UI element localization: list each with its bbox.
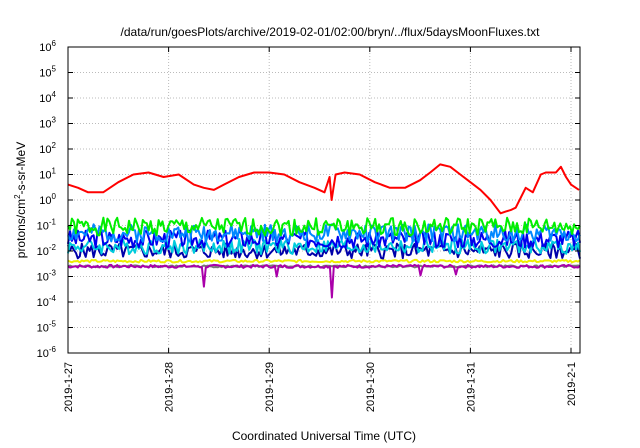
y-tick-exponent: 0 xyxy=(52,192,57,201)
y-tick-base: 10 xyxy=(37,297,49,309)
y-tick-exponent: -1 xyxy=(49,218,57,227)
y-axis: 10610510410310210110010-110-210-310-410-… xyxy=(37,39,580,360)
y-tick-label: 10-3 xyxy=(37,269,57,284)
series-line xyxy=(67,263,581,299)
y-axis-label: protons/cm2-s-sr-MeV xyxy=(13,142,28,258)
series-group xyxy=(67,163,581,299)
y-tick-base: 10 xyxy=(39,195,51,207)
y-tick-base: 10 xyxy=(37,221,49,233)
y-tick-base: 10 xyxy=(39,119,51,131)
y-tick-label: 10-5 xyxy=(37,320,57,335)
y-tick-exponent: -2 xyxy=(49,243,57,252)
series-line xyxy=(67,237,581,256)
y-tick-base: 10 xyxy=(39,93,51,105)
x-tick-label: 2019-1-30 xyxy=(365,362,377,412)
y-tick-label: 102 xyxy=(39,141,56,156)
y-tick-exponent: 3 xyxy=(52,116,57,125)
y-tick-label: 105 xyxy=(39,65,56,80)
y-tick-exponent: 4 xyxy=(52,90,57,99)
y-tick-base: 10 xyxy=(37,272,49,284)
y-tick-exponent: -4 xyxy=(49,294,57,303)
y-tick-base: 10 xyxy=(39,42,51,54)
x-tick-label: 2019-1-29 xyxy=(264,362,276,412)
y-tick-label: 104 xyxy=(39,90,56,105)
y-tick-base: 10 xyxy=(39,144,51,156)
y-tick-exponent: -5 xyxy=(49,320,57,329)
y-tick-exponent: 2 xyxy=(52,141,57,150)
y-tick-base: 10 xyxy=(39,170,51,182)
series-line xyxy=(67,228,581,249)
series-line xyxy=(67,242,581,260)
y-tick-exponent: 5 xyxy=(52,65,57,74)
y-label-part: -s-sr-MeV xyxy=(14,142,28,195)
y-tick-base: 10 xyxy=(37,246,49,258)
x-tick-label: 2019-1-31 xyxy=(465,362,477,412)
x-axis: 2019-1-27 2019-1-28 2019-1-29 2019-1-30 2019… xyxy=(63,47,578,412)
y-tick-label: 101 xyxy=(39,167,56,182)
y-tick-base: 10 xyxy=(37,348,49,360)
y-tick-exponent: 1 xyxy=(52,167,57,176)
series-line xyxy=(67,163,580,215)
x-tick-label: 2019-1-28 xyxy=(164,362,176,412)
chart-title: /data/run/goesPlots/archive/2019-02-01/0… xyxy=(121,25,541,39)
y-tick-exponent: 6 xyxy=(52,39,57,48)
grid-lines xyxy=(68,47,580,353)
y-tick-exponent: -3 xyxy=(49,269,57,278)
y-tick-label: 10-4 xyxy=(37,294,57,309)
x-tick-label: 2019-1-27 xyxy=(63,362,75,412)
series-line xyxy=(67,216,581,237)
x-axis-label: Coordinated Universal Time (UTC) xyxy=(232,429,416,443)
y-tick-label: 10-2 xyxy=(37,243,57,258)
y-tick-label: 106 xyxy=(39,39,56,54)
series-line xyxy=(67,258,581,264)
y-label-part: protons/cm xyxy=(14,199,28,258)
y-label-part: 2 xyxy=(13,194,22,199)
y-tick-label: 10-1 xyxy=(37,218,57,233)
y-tick-label: 100 xyxy=(39,192,56,207)
x-tick-label: 2019-2-1 xyxy=(566,362,578,406)
y-tick-label: 10-6 xyxy=(37,345,57,360)
y-tick-exponent: -6 xyxy=(49,345,57,354)
y-tick-base: 10 xyxy=(37,323,49,335)
y-tick-base: 10 xyxy=(39,68,51,80)
y-tick-label: 103 xyxy=(39,116,56,131)
